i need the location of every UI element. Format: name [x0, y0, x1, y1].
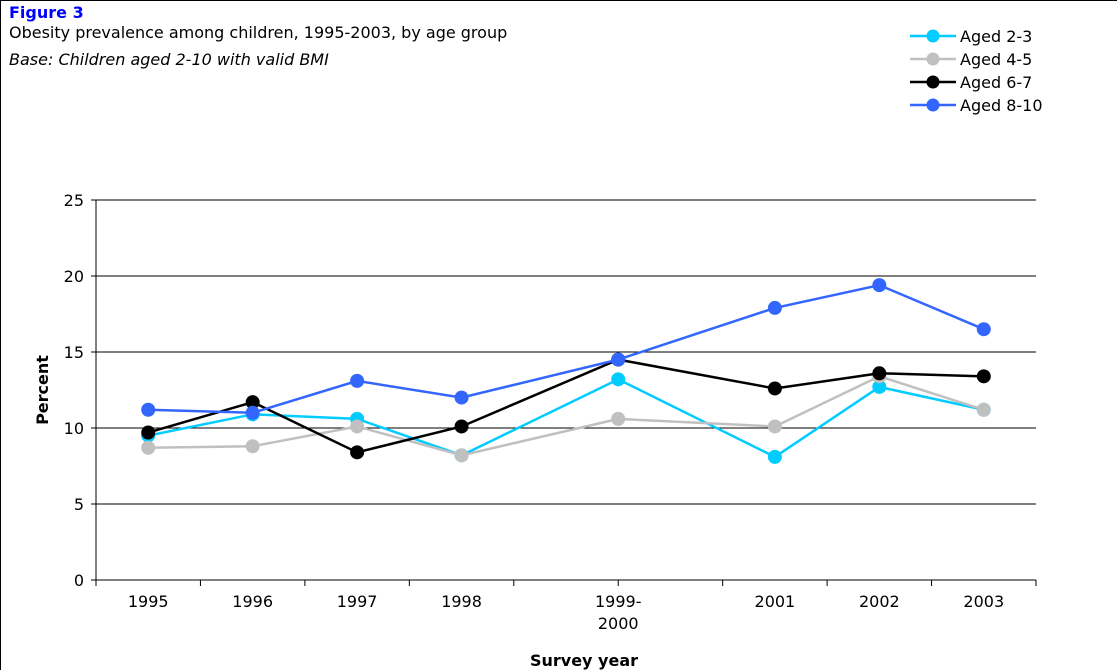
legend-label: Aged 6-7 — [960, 73, 1032, 92]
data-point — [454, 390, 469, 405]
x-tick-label: 1995 — [128, 592, 169, 611]
data-point — [872, 366, 887, 381]
legend-marker — [926, 29, 940, 43]
legend-label: Aged 4-5 — [960, 50, 1032, 69]
data-point — [976, 369, 991, 384]
data-point — [767, 381, 782, 396]
data-point — [245, 405, 260, 420]
data-point — [611, 411, 626, 426]
figure-base-note: Base: Children aged 2-10 with valid BMI — [9, 50, 329, 69]
legend-marker — [926, 98, 940, 112]
data-point — [872, 278, 887, 293]
data-point — [611, 352, 626, 367]
y-tick-label: 25 — [64, 191, 84, 210]
data-point — [350, 373, 365, 388]
x-tick-label: 1998 — [441, 592, 482, 611]
data-point — [976, 322, 991, 337]
x-tick-label: 1996 — [232, 592, 273, 611]
data-point — [245, 395, 260, 410]
series-line — [147, 377, 985, 459]
y-axis-title: Percent — [33, 355, 52, 425]
data-point — [350, 445, 365, 460]
y-tick-label: 5 — [74, 495, 84, 514]
series-line — [147, 358, 984, 454]
series-line — [148, 283, 985, 415]
figure-title: Obesity prevalence among children, 1995-… — [9, 23, 508, 42]
legend-marker — [926, 52, 940, 66]
series-line — [148, 374, 985, 457]
x-tick-label: 2002 — [859, 592, 900, 611]
data-point — [611, 372, 626, 387]
data-point — [976, 402, 991, 417]
data-point — [767, 300, 782, 315]
legend-label: Aged 8-10 — [960, 96, 1043, 115]
y-tick-label: 10 — [64, 419, 84, 438]
x-tick-label: 1997 — [337, 592, 378, 611]
y-tick-label: 20 — [64, 267, 84, 286]
x-axis-title: Survey year — [530, 651, 638, 670]
x-tick-label: 1999- — [595, 592, 642, 611]
data-point — [141, 425, 156, 440]
x-tick-label: 2001 — [755, 592, 796, 611]
x-tick-label: 2000 — [598, 614, 639, 633]
data-point — [767, 419, 782, 434]
data-point — [350, 419, 365, 434]
data-point — [767, 449, 782, 464]
data-point — [245, 439, 260, 454]
y-tick-label: 0 — [74, 571, 84, 590]
legend-label: Aged 2-3 — [960, 27, 1032, 46]
data-point — [141, 440, 156, 455]
y-tick-label: 15 — [64, 343, 84, 362]
data-point — [872, 379, 887, 394]
data-point — [141, 402, 156, 417]
x-tick-label: 2003 — [963, 592, 1004, 611]
data-point — [454, 419, 469, 434]
data-point — [454, 448, 469, 463]
legend-marker — [926, 75, 940, 89]
figure-label: Figure 3 — [9, 3, 84, 22]
